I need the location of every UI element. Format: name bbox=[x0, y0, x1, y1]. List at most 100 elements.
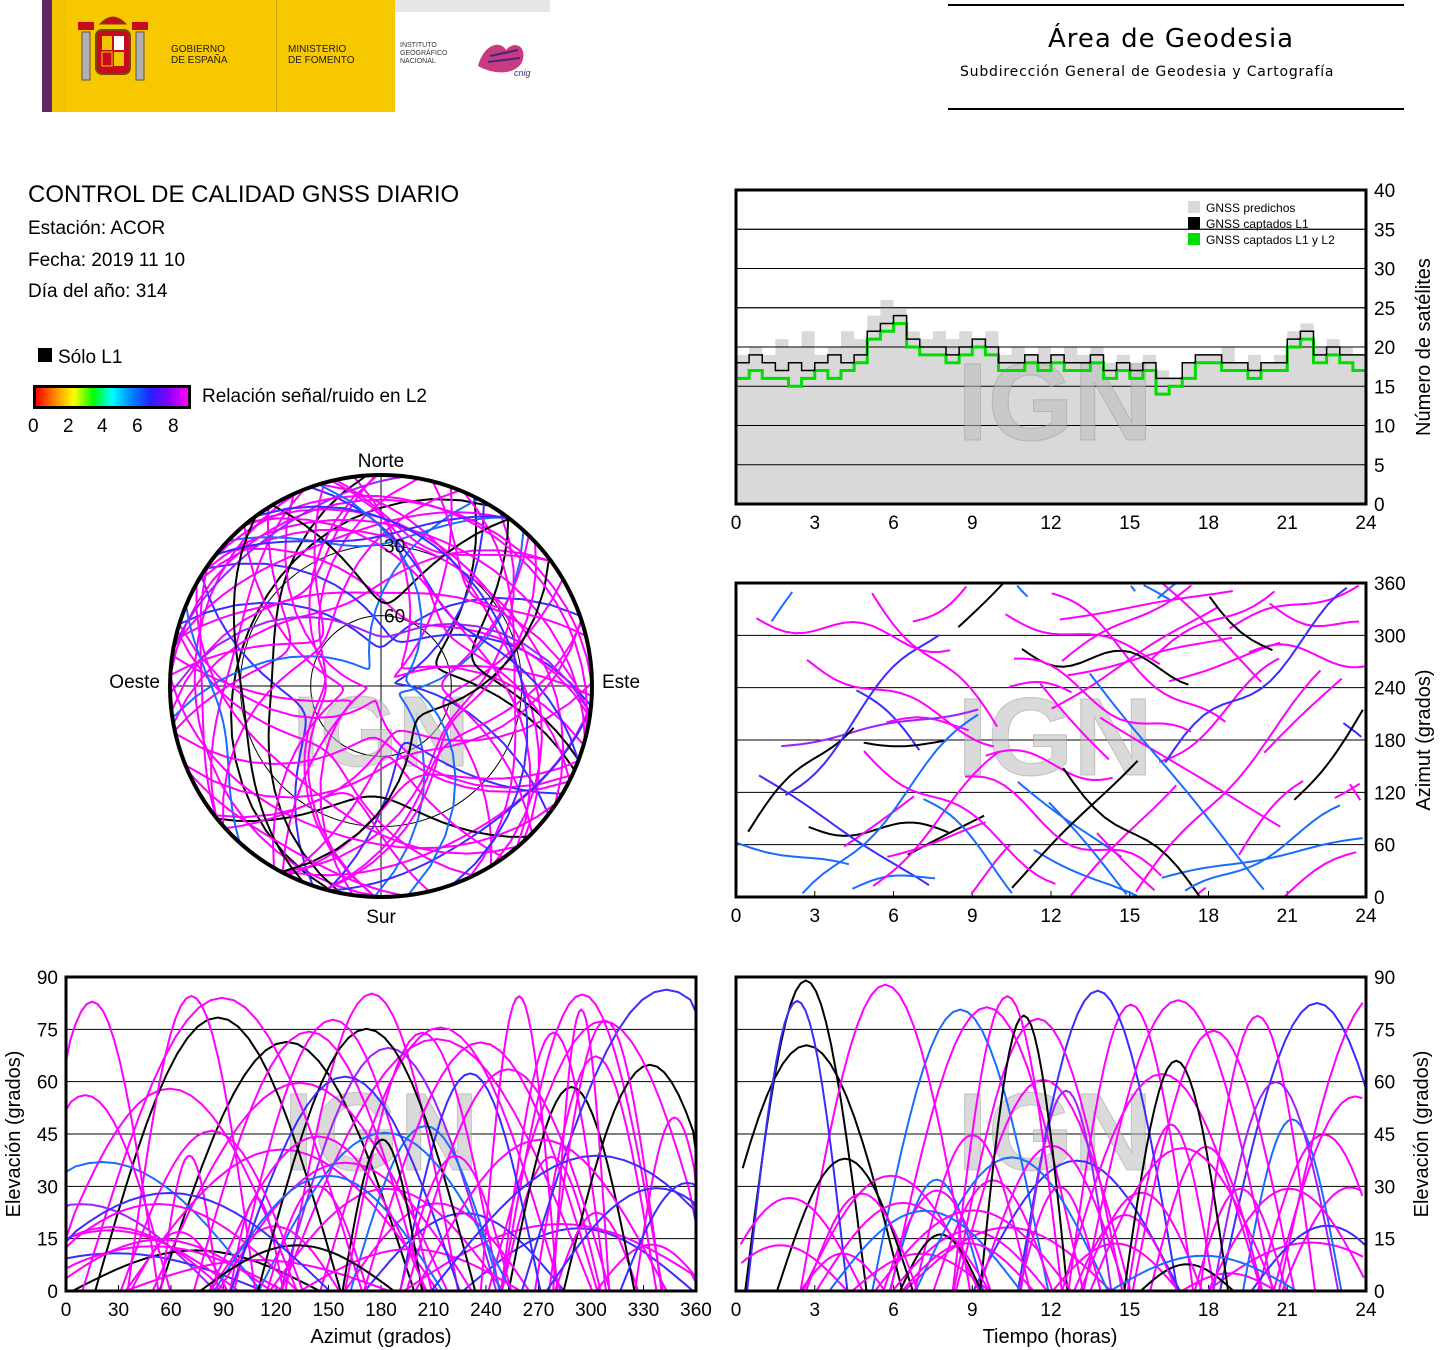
azimuth-track bbox=[872, 751, 999, 887]
y-tick-label: 15 bbox=[37, 1230, 58, 1251]
elevation-track bbox=[552, 1008, 611, 1292]
azimuth-track bbox=[863, 750, 1056, 885]
elevation-track bbox=[129, 1230, 229, 1292]
elevation-time-track bbox=[1061, 1072, 1263, 1292]
watermark-text: IGN bbox=[957, 676, 1153, 799]
area-subtitle: Subdirección General de Geodesia y Carto… bbox=[960, 64, 1335, 80]
y-axis-label: Elevación (grados) bbox=[1411, 1051, 1433, 1218]
header-logo-block: GOBIERNO DE ESPAÑA MINISTERIO DE FOMENTO… bbox=[42, 0, 550, 112]
min-line2: DE FOMENTO bbox=[288, 55, 355, 66]
azimuth-track bbox=[1158, 657, 1280, 763]
elevation-track bbox=[65, 1000, 160, 1292]
azimuth-track bbox=[1168, 641, 1281, 683]
x-tick-label: 9 bbox=[967, 1300, 978, 1321]
azimuth-track bbox=[1135, 669, 1322, 893]
x-tick-label: 3 bbox=[809, 906, 820, 927]
elevation-track bbox=[501, 1155, 602, 1292]
south-label: Sur bbox=[366, 907, 396, 928]
elevation-track bbox=[257, 1027, 477, 1292]
y-tick-label: 240 bbox=[1374, 679, 1406, 700]
azimuth-track bbox=[1130, 585, 1136, 592]
sky-track bbox=[255, 505, 529, 886]
elevation-track bbox=[343, 1031, 501, 1292]
elevation-time-track bbox=[1109, 1254, 1298, 1292]
x-tick-label: 9 bbox=[967, 513, 978, 534]
elevation-track bbox=[119, 1129, 304, 1292]
elevation-time-track bbox=[1207, 1187, 1365, 1292]
elevation-time-track bbox=[874, 1209, 1072, 1292]
header-rule-bottom bbox=[948, 108, 1404, 110]
sky-track bbox=[171, 498, 480, 719]
elevation-time-track bbox=[901, 1242, 1035, 1292]
elevation-track bbox=[341, 1138, 424, 1292]
sky-track bbox=[225, 791, 430, 893]
snr-tick: 6 bbox=[132, 416, 143, 437]
legend-label: GNSS captados L1 bbox=[1206, 217, 1309, 231]
sky-track bbox=[335, 479, 552, 562]
y-axis-label: Azimut (grados) bbox=[1413, 669, 1435, 810]
elevation-time-track bbox=[1089, 1147, 1276, 1292]
snr-label: Relación señal/ruido en L2 bbox=[202, 386, 427, 407]
elevation-time-track bbox=[1219, 1001, 1367, 1292]
elevation-time-track bbox=[815, 1201, 991, 1292]
sky-track bbox=[171, 654, 352, 873]
y-tick-label: 40 bbox=[1374, 181, 1395, 202]
azimuth-track bbox=[1184, 804, 1341, 892]
x-tick-label: 3 bbox=[809, 513, 820, 534]
x-tick-label: 21 bbox=[1277, 1300, 1298, 1321]
cnig-text: cnig bbox=[514, 68, 531, 78]
azimuth-track bbox=[1157, 582, 1177, 599]
x-tick-label: 270 bbox=[523, 1300, 555, 1321]
east-label: Este bbox=[602, 672, 640, 693]
y-tick-label: 180 bbox=[1374, 731, 1406, 752]
elevation-track bbox=[399, 1072, 542, 1292]
elevation-time-track bbox=[1082, 999, 1274, 1292]
flag-stripe-yellow bbox=[52, 0, 66, 112]
azimuth-track bbox=[1197, 886, 1207, 895]
x-tick-label: 210 bbox=[418, 1300, 450, 1321]
station-label: Estación: ACOR bbox=[28, 218, 166, 239]
x-tick-label: 12 bbox=[1040, 513, 1061, 534]
doy-label: Día del año: 314 bbox=[28, 281, 168, 302]
legend-swatch bbox=[1188, 217, 1200, 229]
azimuth-track bbox=[735, 841, 850, 866]
snr-tick: 2 bbox=[63, 416, 74, 437]
elevation-time-track bbox=[1250, 1224, 1366, 1292]
x-tick-label: 21 bbox=[1277, 513, 1298, 534]
y-tick-label: 45 bbox=[1374, 1125, 1395, 1146]
y-tick-label: 20 bbox=[1374, 338, 1395, 359]
y-tick-label: 90 bbox=[1374, 968, 1395, 989]
azimuth-track bbox=[1269, 602, 1360, 627]
azimuth-track bbox=[806, 659, 995, 748]
sky-track bbox=[203, 518, 586, 741]
x-tick-label: 6 bbox=[888, 1300, 899, 1321]
y-tick-label: 15 bbox=[1374, 377, 1395, 398]
sky-track bbox=[319, 483, 540, 843]
elevation-time-track bbox=[979, 1014, 1069, 1292]
azimuth-track bbox=[770, 591, 794, 622]
gov-label: GOBIERNO DE ESPAÑA bbox=[171, 44, 228, 66]
elevation-track bbox=[65, 1087, 298, 1292]
sky-track bbox=[318, 483, 457, 896]
elevation-time-track bbox=[1131, 1029, 1296, 1292]
x-tick-label: 0 bbox=[731, 1300, 742, 1321]
azimuth-track bbox=[855, 689, 921, 751]
sky-track bbox=[287, 755, 505, 877]
y-tick-label: 0 bbox=[1374, 1282, 1385, 1303]
x-tick-label: 15 bbox=[1119, 513, 1140, 534]
x-tick-label: 24 bbox=[1355, 1300, 1377, 1321]
azimuth-track bbox=[887, 821, 986, 858]
elevation-time-track bbox=[740, 1244, 849, 1292]
azimuth-track bbox=[1099, 716, 1281, 828]
azimuth-track bbox=[1033, 849, 1138, 897]
institute-topbar bbox=[395, 0, 550, 12]
report-title: CONTROL DE CALIDAD GNSS DIARIO bbox=[28, 181, 460, 208]
x-tick-label: 12 bbox=[1040, 906, 1061, 927]
elevation-time-track bbox=[1139, 1263, 1235, 1292]
azimuth-track bbox=[1164, 586, 1348, 764]
eu-stars-icon bbox=[42, 0, 52, 112]
x-tick-label: 24 bbox=[1355, 513, 1377, 534]
